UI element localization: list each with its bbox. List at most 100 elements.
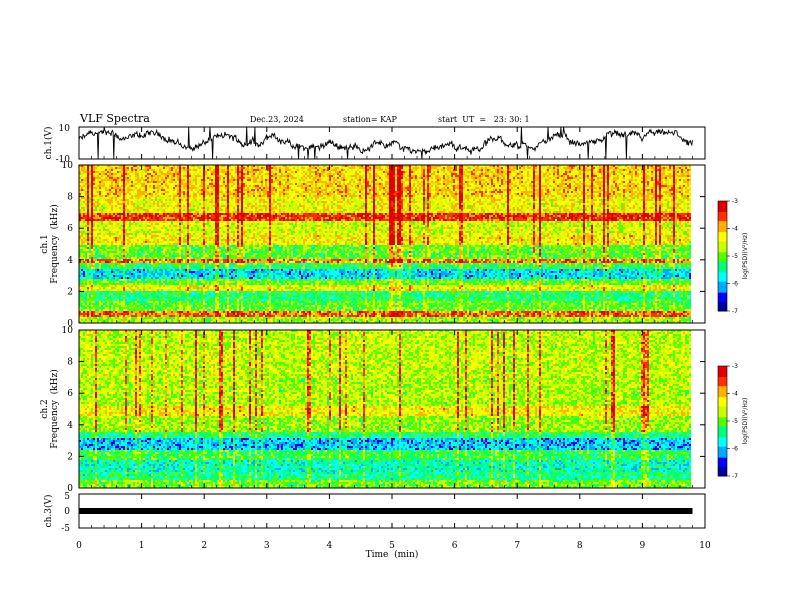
spectrogram-cell: [99, 203, 101, 205]
spectrogram-cell: [97, 265, 99, 267]
spectrogram-cell: [97, 247, 99, 249]
spectrogram-cell: [83, 167, 85, 169]
spectrogram-cell: [91, 269, 93, 271]
spectrogram-cell: [81, 307, 83, 309]
spectrogram-cell: [85, 237, 87, 239]
spectrogram-cell: [99, 209, 101, 211]
spectrogram-cell: [99, 187, 101, 189]
spectrogram-cell: [97, 231, 99, 233]
spectrogram-cell: [97, 241, 99, 243]
spectrogram-cell: [93, 173, 95, 175]
spectrogram-cell: [81, 231, 83, 233]
spectrogram-cell: [87, 195, 89, 197]
spectrogram-cell: [87, 231, 89, 233]
spectrogram-cell: [83, 253, 85, 255]
spectrogram-cell: [87, 215, 89, 217]
spectrogram-cell: [95, 281, 97, 283]
spectrogram-cell: [87, 211, 89, 213]
spectrogram-cell: [85, 225, 87, 227]
spectrogram-cell: [85, 179, 87, 181]
spectrogram-cell: [95, 187, 97, 189]
spectrogram-cell: [81, 265, 83, 267]
spectrogram-cell: [91, 303, 93, 305]
spectrogram-cell: [81, 261, 83, 263]
spectrogram-cell: [95, 207, 97, 209]
spectrogram-cell: [99, 219, 101, 221]
spectrogram-cell: [95, 213, 97, 215]
spectrogram-cell: [85, 313, 87, 315]
spectrogram-cell: [81, 269, 83, 271]
spectrogram-cell: [97, 255, 99, 257]
spectrogram-cell: [97, 261, 99, 263]
spectrogram-cell: [85, 215, 87, 217]
spectrogram-cell: [95, 181, 97, 183]
spectrogram-cell: [95, 223, 97, 225]
spectrogram-cell: [91, 171, 93, 173]
spectrogram-cell: [81, 253, 83, 255]
spectrogram-cell: [85, 231, 87, 233]
spectrogram-cell: [85, 235, 87, 237]
spectrogram-cell: [93, 199, 95, 201]
spectrogram-cell: [97, 177, 99, 179]
spectrogram-cell: [93, 303, 95, 305]
spectrogram-cell: [91, 173, 93, 175]
spectrogram-cell: [91, 189, 93, 191]
spectrogram-cell: [99, 253, 101, 255]
spectrogram-cell: [85, 217, 87, 219]
spectrogram-cell: [95, 259, 97, 261]
spectrogram-cell: [83, 209, 85, 211]
spectrogram-cell: [91, 205, 93, 207]
spectrogram-cell: [85, 311, 87, 313]
spectrogram-cell: [83, 313, 85, 315]
spectrogram-cell: [83, 199, 85, 201]
spectrogram-cell: [91, 237, 93, 239]
spectrogram-cell: [85, 289, 87, 291]
spectrogram-cell: [81, 287, 83, 289]
spectrogram-cell: [91, 317, 93, 319]
spectrogram-cell: [97, 243, 99, 245]
spectrogram-cell: [99, 183, 101, 185]
spectrogram-cell: [85, 255, 87, 257]
spectrogram-cell: [83, 319, 85, 321]
spectrogram-cell: [83, 277, 85, 279]
spectrogram-cell: [89, 229, 91, 231]
spectrogram-cell: [81, 289, 83, 291]
spectrogram-cell: [97, 267, 99, 269]
spectrogram-cell: [83, 211, 85, 213]
spectrogram-cell: [95, 173, 97, 175]
spectrogram-cell: [95, 293, 97, 295]
spectrogram-cell: [93, 251, 95, 253]
spectrogram-cell: [99, 199, 101, 201]
spectrogram-cell: [93, 267, 95, 269]
spectrogram-cell: [83, 233, 85, 235]
vlf-figure: VLF Spectra Dec.23, 2024 station= KAP st…: [0, 0, 792, 612]
spectrogram-cell: [91, 265, 93, 267]
spectrogram-cell: [81, 169, 83, 171]
spectrogram-cell: [95, 249, 97, 251]
spectrogram-cell: [85, 223, 87, 225]
spectrogram-cell: [99, 211, 101, 213]
spectrogram-cell: [87, 177, 89, 179]
spectrogram-cell: [99, 171, 101, 173]
spectrogram-cell: [93, 203, 95, 205]
spectrogram-cell: [93, 283, 95, 285]
spectrogram-cell: [93, 311, 95, 313]
spectrogram-cell: [99, 197, 101, 199]
spectrogram-cell: [81, 185, 83, 187]
spectrogram-cell: [91, 225, 93, 227]
spectrogram-cell: [87, 187, 89, 189]
spectrogram-cell: [81, 275, 83, 277]
spectrogram-cell: [85, 201, 87, 203]
spectrogram-cell: [89, 169, 91, 171]
spectrogram-cell: [83, 189, 85, 191]
spectrogram-cell: [83, 241, 85, 243]
spectrogram-cell: [95, 309, 97, 311]
spectrogram-cell: [97, 291, 99, 293]
spectrogram-cell: [85, 273, 87, 275]
spectrogram-cell: [95, 241, 97, 243]
spectrogram-cell: [89, 241, 91, 243]
spectrogram-cell: [85, 317, 87, 319]
spectrogram-cell: [99, 267, 101, 269]
spectrogram-cell: [91, 307, 93, 309]
spectrogram-cell: [87, 189, 89, 191]
